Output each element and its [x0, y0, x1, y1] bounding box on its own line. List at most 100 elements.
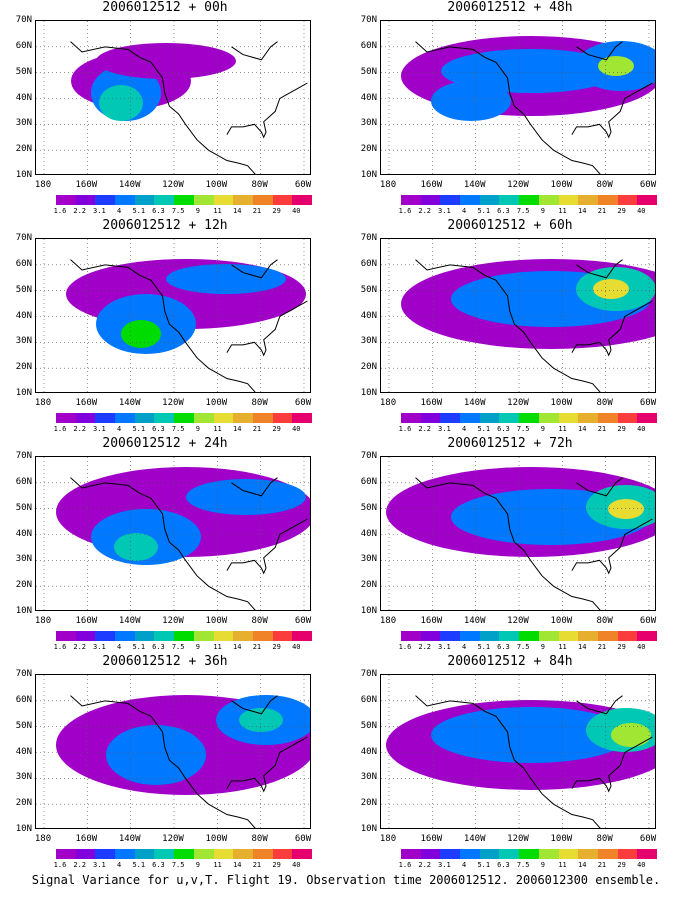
colorbar-swatch: [637, 631, 657, 641]
coastline: [226, 518, 308, 575]
x-tick-label: 80W: [251, 398, 268, 408]
x-tick-label: 100W: [205, 180, 228, 190]
colorbar-swatch: [272, 195, 293, 205]
colorbar-swatch: [154, 849, 175, 859]
colorbar-label: 9: [540, 207, 545, 215]
colorbar-swatch: [401, 195, 421, 205]
colorbar-swatch: [617, 849, 638, 859]
colorbar-label: 29: [617, 425, 626, 433]
colorbar-label: 14: [233, 425, 242, 433]
y-tick-label: 10N: [15, 824, 32, 834]
coastline: [415, 477, 601, 610]
y-tick-label: 30N: [360, 336, 377, 347]
colorbar-label: 7.5: [171, 643, 185, 651]
x-tick-label: 120W: [507, 834, 529, 844]
colorbar-label: 14: [233, 861, 242, 869]
colorbar-swatch: [115, 413, 135, 423]
y-tick-label: 40N: [15, 528, 32, 539]
colorbar-label: 4: [116, 425, 122, 433]
colorbar-label: 40: [292, 861, 301, 869]
colorbar-label: 9: [540, 643, 545, 651]
colorbar-label: 6.3: [152, 861, 165, 869]
coastline: [70, 41, 256, 174]
colorbar-swatch: [252, 631, 273, 641]
colorbar-swatch: [174, 849, 194, 859]
colorbar-swatch: [617, 631, 638, 641]
colorbar-swatch: [56, 413, 76, 423]
map-canvas: [381, 457, 655, 610]
colorbar-swatch: [578, 413, 598, 423]
panel-title: 2006012512 + 00h: [102, 0, 228, 15]
coastline: [576, 477, 623, 497]
colorbar-label: 3.1: [438, 643, 451, 651]
colorbar-label: 6.3: [152, 207, 165, 215]
colorbar-swatch: [56, 195, 76, 205]
x-tick-label: 120W: [162, 398, 184, 408]
colorbar-label: 29: [617, 643, 626, 651]
coastline: [231, 259, 278, 279]
y-tick-label: 10N: [360, 170, 377, 180]
y-tick-label: 50N: [15, 720, 32, 731]
coastline: [231, 695, 278, 715]
colorbar-swatch: [499, 413, 520, 423]
y-tick-label: 10N: [360, 388, 377, 398]
colorbar-label: 6.3: [497, 861, 510, 869]
colorbar-label: 11: [213, 861, 222, 869]
colorbar-swatch: [597, 413, 618, 423]
y-tick-label: 40N: [360, 310, 377, 321]
x-tick-label: 140W: [118, 834, 141, 844]
colorbar-swatch: [292, 413, 312, 423]
colorbar: [56, 413, 312, 423]
variance-contour: [431, 707, 631, 763]
variance-map: [380, 238, 656, 393]
colorbar-swatch: [637, 849, 657, 859]
colorbar-swatch: [637, 413, 657, 423]
colorbar-label: 21: [252, 861, 262, 869]
y-tick-label: 20N: [15, 798, 32, 809]
colorbar-label: 40: [292, 643, 301, 651]
colorbar-label: 1.6: [398, 643, 412, 651]
colorbar-label: 2.2: [73, 425, 87, 433]
x-tick-label: 80W: [596, 834, 613, 844]
variance-contour: [608, 499, 644, 519]
coastline: [70, 695, 256, 828]
colorbar-label: 4: [461, 425, 467, 433]
coastline: [571, 300, 653, 357]
y-tick-label: 40N: [360, 746, 377, 757]
x-tick-label: 60W: [294, 180, 312, 190]
colorbar-label: 21: [597, 207, 607, 215]
x-tick-label: 180: [379, 398, 397, 408]
colorbar-label: 5.1: [132, 861, 146, 869]
colorbar-label: 3.1: [438, 425, 451, 433]
colorbar-label: 4: [461, 643, 467, 651]
x-tick-label: 180: [34, 616, 52, 626]
colorbar-swatch: [115, 849, 135, 859]
variance-contour: [431, 81, 511, 121]
colorbar: [56, 631, 312, 641]
colorbar: [56, 195, 312, 205]
y-tick-label: 10N: [15, 170, 32, 180]
map-canvas: [36, 239, 310, 392]
variance-map: [380, 20, 656, 175]
y-tick-label: 20N: [360, 580, 377, 591]
colorbar-swatch: [558, 195, 579, 205]
colorbar-label: 2.2: [418, 861, 432, 869]
x-tick-label: 180: [34, 180, 52, 190]
colorbar-swatch: [440, 195, 461, 205]
colorbar-swatch: [134, 195, 155, 205]
map-canvas: [36, 21, 310, 174]
colorbar-label: 4: [116, 861, 122, 869]
colorbar-label: 40: [292, 425, 301, 433]
x-tick-label: 120W: [507, 398, 529, 408]
colorbar-swatch: [115, 631, 135, 641]
colorbar-label: 2.2: [73, 861, 87, 869]
colorbar-label: 5.1: [477, 425, 491, 433]
colorbar-swatch: [597, 849, 618, 859]
y-tick-label: 70N: [360, 15, 377, 25]
colorbar-swatch: [154, 631, 175, 641]
colorbar-label: 21: [252, 425, 262, 433]
colorbar-label: 7.5: [171, 207, 185, 215]
colorbar-label: 29: [272, 207, 281, 215]
x-tick-label: 140W: [118, 398, 141, 408]
colorbar-label: 9: [195, 643, 200, 651]
